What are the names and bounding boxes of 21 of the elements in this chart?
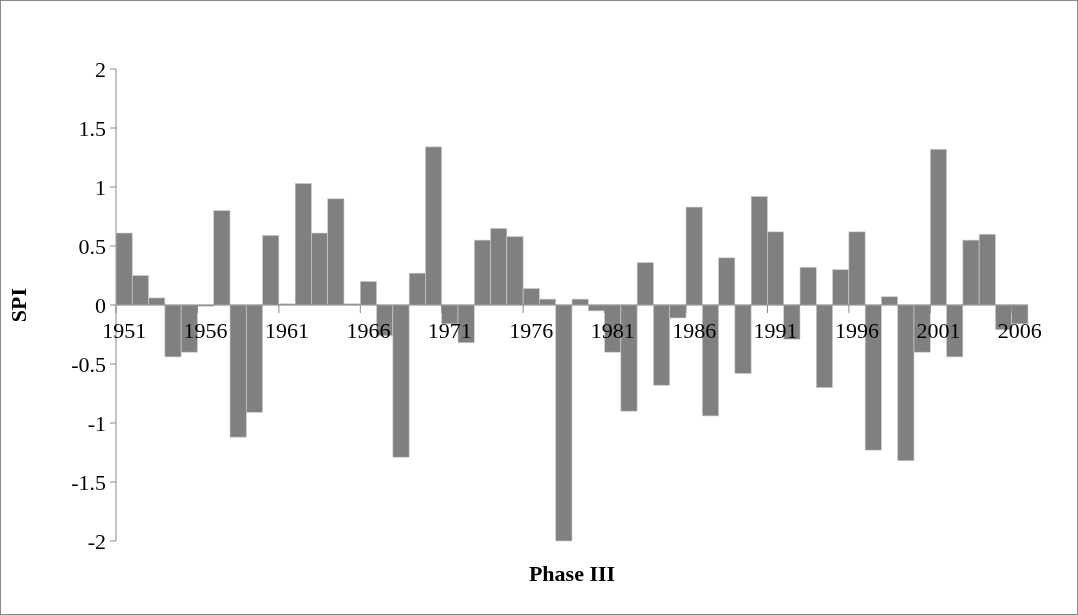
y-tick-label: 0.5 (78, 233, 106, 259)
x-tick-label: 1956 (183, 318, 228, 343)
y-tick-label: -2 (87, 528, 106, 554)
x-tick-label: 1986 (672, 318, 717, 343)
x-tick-label: 1971 (427, 318, 472, 343)
y-tick-label: -1.5 (71, 469, 106, 495)
y-tick-label: -0.5 (71, 351, 106, 377)
y-tick-label: 1 (95, 174, 106, 200)
x-tick-label: 1966 (346, 318, 391, 343)
x-axis-title: Phase III (528, 561, 616, 586)
x-tick-label: 1996 (835, 318, 879, 343)
x-tick-label: 1961 (265, 318, 309, 343)
x-tick-label: 1951 (102, 318, 147, 343)
x-tick-label: 1991 (753, 318, 798, 343)
y-tick-label: 0 (95, 292, 106, 318)
y-tick-label: 2 (95, 56, 106, 82)
y-tick-label: 1.5 (78, 115, 106, 141)
y-axis-title: SPI (6, 287, 31, 323)
x-tick-label: 1976 (509, 318, 554, 343)
x-tick-label: 2006 (997, 318, 1042, 343)
y-tick-label: -1 (87, 410, 106, 436)
